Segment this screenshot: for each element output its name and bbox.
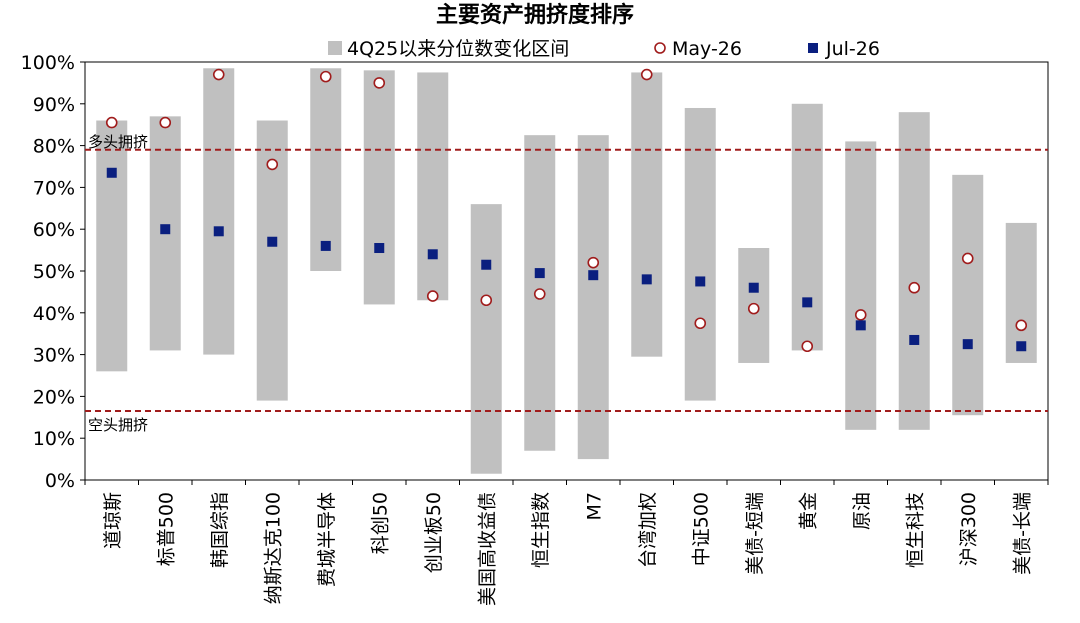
legend-jul-marker <box>808 43 818 53</box>
y-tick-label: 10% <box>33 428 75 450</box>
may-marker <box>373 77 386 89</box>
legend-jul-label: Jul-26 <box>825 38 880 60</box>
y-tick-label: 60% <box>33 219 75 241</box>
legend-range-label: 4Q25以来分位数变化区间 <box>347 38 569 60</box>
category-label: 美国高收益债 <box>476 492 498 606</box>
category-label: 标普500 <box>155 492 177 566</box>
category-label: 台湾加权 <box>637 492 659 568</box>
category-label: M7 <box>583 492 605 520</box>
range-bar <box>470 204 502 474</box>
y-tick-label: 50% <box>33 261 75 283</box>
legend-may-label: May-26 <box>672 38 742 60</box>
category-label: 美债-长端 <box>1011 492 1033 575</box>
may-marker <box>854 309 867 321</box>
legend: 4Q25以来分位数变化区间 May-26 Jul-26 <box>328 38 880 60</box>
reference-line-label: 空头拥挤 <box>88 416 148 434</box>
jul-marker <box>962 339 973 350</box>
range-bar <box>577 135 609 460</box>
category-label: 科创50 <box>369 492 391 554</box>
may-marker <box>640 68 653 81</box>
may-marker <box>426 290 439 302</box>
y-tick-label: 0% <box>45 470 75 492</box>
y-tick-label: 30% <box>33 345 75 367</box>
range-bar <box>203 68 235 355</box>
jul-marker <box>160 224 171 235</box>
may-marker <box>319 70 332 83</box>
may-marker <box>159 116 172 129</box>
jul-marker <box>427 249 438 260</box>
may-marker <box>105 116 118 129</box>
category-label: 黄金 <box>797 492 819 530</box>
range-bar <box>310 68 342 272</box>
may-marker <box>212 68 225 81</box>
range-bar <box>363 70 395 305</box>
may-marker <box>747 302 760 315</box>
may-marker <box>533 288 546 300</box>
category-label: 韩国综指 <box>209 492 231 568</box>
jul-marker <box>588 270 599 281</box>
jul-marker <box>481 259 492 270</box>
jul-marker <box>641 274 652 285</box>
jul-marker <box>695 276 706 287</box>
range-bar <box>631 72 663 357</box>
range-bars <box>96 68 1037 474</box>
category-label: 原油 <box>851 492 873 530</box>
range-bar <box>684 107 716 401</box>
category-label: 美债-短端 <box>744 492 766 575</box>
may-marker <box>587 256 600 269</box>
range-bar <box>952 174 984 416</box>
category-label: 道琼斯 <box>102 492 124 549</box>
chart-title: 主要资产拥挤度排序 <box>436 2 634 28</box>
category-label: 恒生指数 <box>530 492 552 568</box>
range-bar <box>417 72 449 301</box>
markers <box>105 68 1028 353</box>
category-label: 中证500 <box>690 492 712 566</box>
may-marker <box>694 317 707 330</box>
may-marker <box>961 252 974 265</box>
may-marker <box>266 158 279 171</box>
category-label: 沪深300 <box>958 492 980 566</box>
may-marker <box>480 294 493 307</box>
range-bar <box>845 141 877 430</box>
jul-marker <box>748 282 759 293</box>
may-marker <box>908 281 921 294</box>
jul-marker <box>213 226 224 237</box>
y-tick-label: 80% <box>33 136 75 158</box>
jul-marker <box>802 297 813 308</box>
jul-marker <box>855 320 866 331</box>
category-label: 费城半导体 <box>316 492 338 587</box>
category-label: 恒生科技 <box>904 492 926 568</box>
jul-marker <box>320 240 331 251</box>
y-tick-label: 100% <box>21 52 75 74</box>
jul-marker <box>106 167 117 178</box>
range-bar <box>791 103 823 351</box>
y-tick-label: 40% <box>33 303 75 325</box>
may-marker <box>1015 319 1028 332</box>
range-bar <box>898 112 930 430</box>
category-labels: 道琼斯 标普500 韩国综指 纳斯达克100 费城半导体 科创50 创业板50 美国高收益债 恒… <box>102 492 1034 606</box>
y-tick-label: 20% <box>33 386 75 408</box>
range-bar <box>96 120 128 372</box>
category-label: 纳斯达克100 <box>262 492 284 604</box>
may-marker <box>801 340 814 353</box>
jul-marker <box>374 243 385 254</box>
reference-line-label: 多头拥挤 <box>88 133 148 151</box>
range-bar <box>1005 222 1037 363</box>
jul-marker <box>534 268 545 279</box>
y-tick-label: 90% <box>33 94 75 116</box>
jul-marker <box>267 236 278 247</box>
y-tick-label: 70% <box>33 177 75 199</box>
jul-marker <box>1016 341 1027 352</box>
category-label: 创业板50 <box>423 492 445 573</box>
jul-marker <box>909 334 920 345</box>
legend-range-swatch <box>328 41 342 55</box>
legend-may-marker <box>654 42 666 54</box>
axes: 0% 10% 20% 30% 40% 50% 60% 70% 80% 90% 100% <box>21 52 1049 492</box>
